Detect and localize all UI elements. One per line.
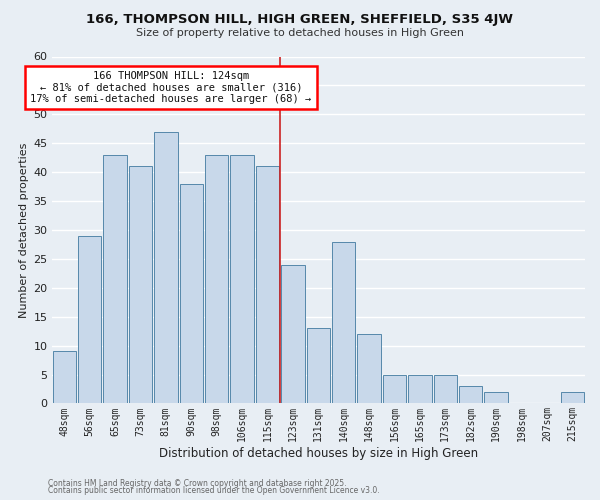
Bar: [484, 392, 508, 404]
Bar: [230, 155, 254, 404]
Bar: [434, 374, 457, 404]
Text: 166, THOMPSON HILL, HIGH GREEN, SHEFFIELD, S35 4JW: 166, THOMPSON HILL, HIGH GREEN, SHEFFIEL…: [86, 12, 514, 26]
Bar: [129, 166, 152, 404]
Bar: [281, 264, 305, 404]
Bar: [358, 334, 381, 404]
Bar: [560, 392, 584, 404]
Bar: [307, 328, 330, 404]
Text: 166 THOMPSON HILL: 124sqm
← 81% of detached houses are smaller (316)
17% of semi: 166 THOMPSON HILL: 124sqm ← 81% of detac…: [31, 71, 311, 104]
Text: Size of property relative to detached houses in High Green: Size of property relative to detached ho…: [136, 28, 464, 38]
Bar: [154, 132, 178, 404]
Bar: [78, 236, 101, 404]
Bar: [256, 166, 279, 404]
Bar: [383, 374, 406, 404]
Bar: [332, 242, 355, 404]
Bar: [459, 386, 482, 404]
Y-axis label: Number of detached properties: Number of detached properties: [19, 142, 29, 318]
Bar: [179, 184, 203, 404]
Bar: [205, 155, 229, 404]
Bar: [103, 155, 127, 404]
X-axis label: Distribution of detached houses by size in High Green: Distribution of detached houses by size …: [159, 447, 478, 460]
Text: Contains public sector information licensed under the Open Government Licence v3: Contains public sector information licen…: [48, 486, 380, 495]
Text: Contains HM Land Registry data © Crown copyright and database right 2025.: Contains HM Land Registry data © Crown c…: [48, 478, 347, 488]
Bar: [408, 374, 431, 404]
Bar: [53, 352, 76, 404]
